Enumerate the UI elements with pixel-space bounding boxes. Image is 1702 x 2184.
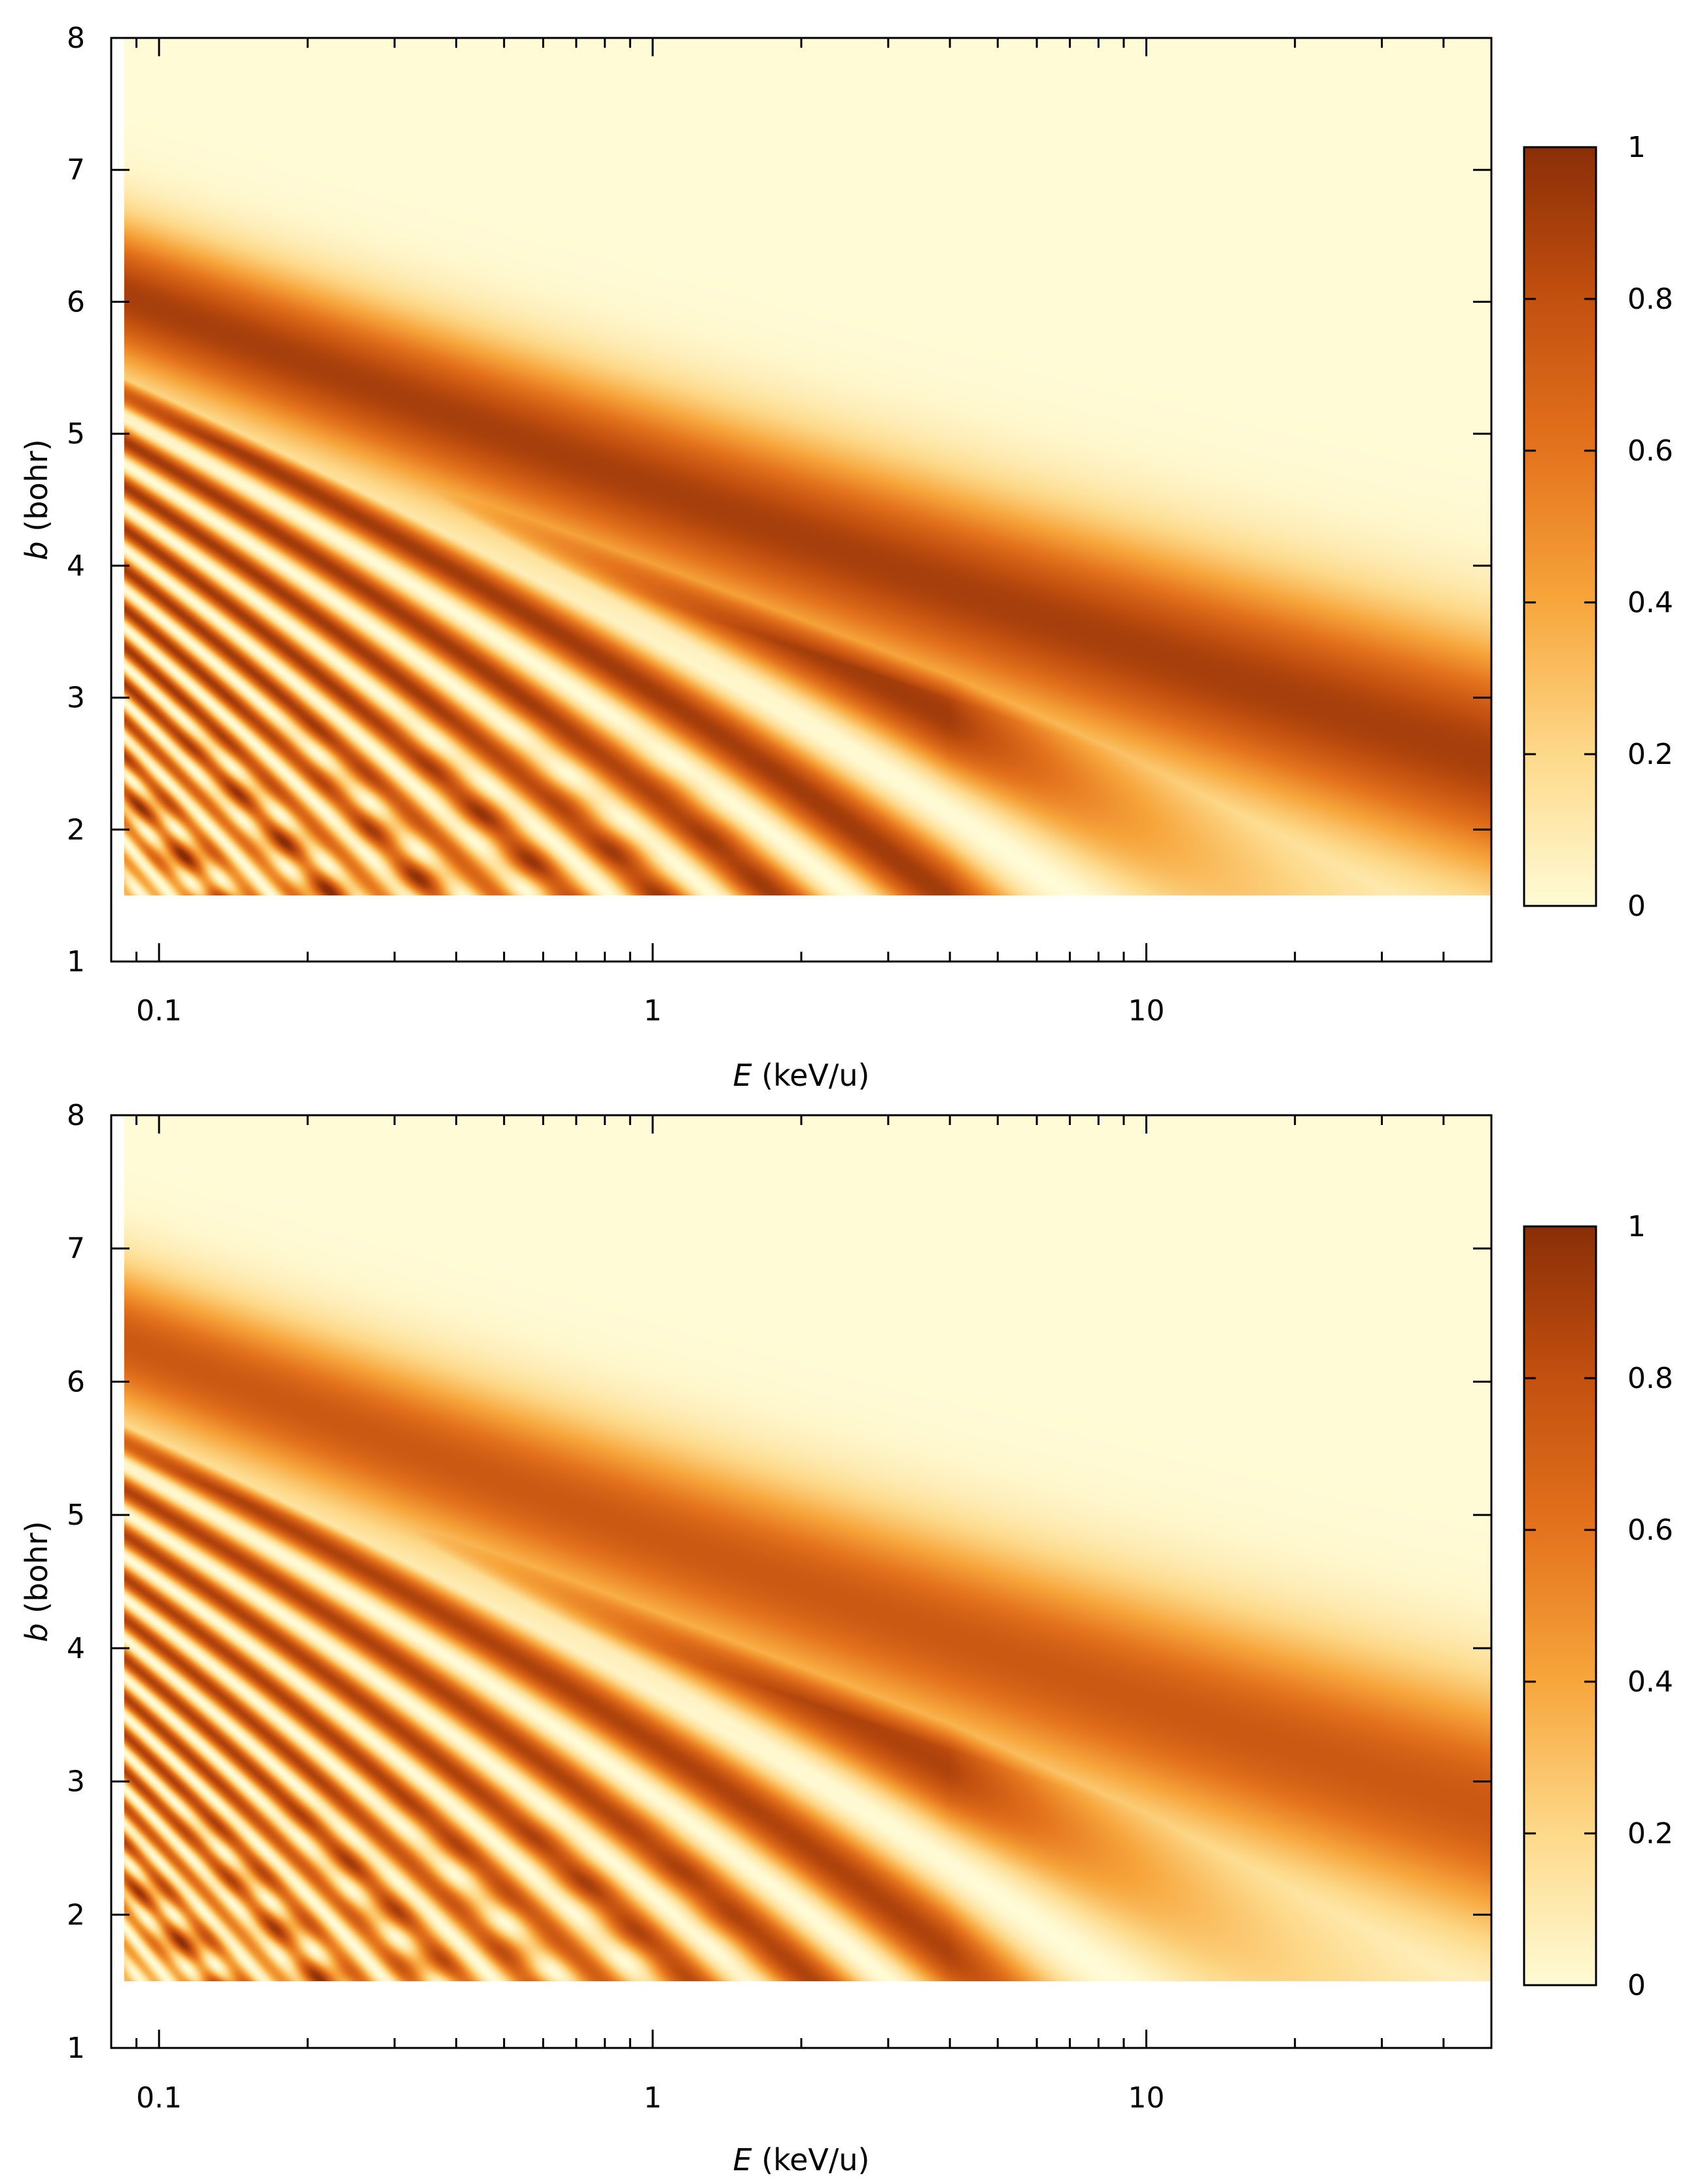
x-tick-label: 0.1 (136, 994, 182, 1028)
colorbar-tick-label: 0 (1627, 890, 1646, 923)
y-tick-label: 5 (67, 1499, 85, 1532)
colorbar-tick-label: 0.8 (1627, 283, 1673, 316)
y-tick-label: 3 (67, 682, 85, 715)
colorbar-tick-label: 0.6 (1627, 1514, 1673, 1547)
y-tick-label: 5 (67, 417, 85, 451)
y-tick-label: 4 (67, 1632, 85, 1665)
x-axis-symbol: E (733, 1058, 752, 1093)
y-tick-label: 7 (67, 154, 85, 187)
colorbar-frame (1523, 1225, 1597, 1986)
colorbar-tick-label: 0.6 (1627, 434, 1673, 468)
colorbar-tick-label: 0 (1627, 1969, 1646, 2002)
y-axis-symbol: b (19, 1623, 54, 1642)
colorbar-tick-label: 0.8 (1627, 1362, 1673, 1395)
x-tick-label: 1 (644, 2081, 662, 2115)
y-tick-label: 2 (67, 813, 85, 846)
x-tick-label: 10 (1128, 994, 1165, 1028)
x-tick-label: 1 (644, 994, 662, 1028)
x-axis-title: E (keV/u) (733, 1058, 869, 1093)
x-tick-label: 10 (1128, 2081, 1165, 2115)
y-tick-label: 7 (67, 1232, 85, 1266)
heatmap-image (124, 38, 1491, 895)
colorbar-tick-label: 0.2 (1627, 738, 1673, 771)
y-axis-title: b (bohr) (19, 439, 54, 560)
colorbar-tick-label: 1 (1627, 1210, 1646, 1243)
colorbar-gradient (1524, 1226, 1596, 1985)
y-tick-label: 1 (67, 945, 85, 979)
y-axis-symbol: b (19, 541, 54, 560)
colorbar-tick-label: 1 (1627, 131, 1646, 164)
x-axis-unit: (keV/u) (752, 2142, 870, 2177)
y-axis-unit: (bohr) (19, 1521, 54, 1623)
colorbar-tick-label: 0.4 (1627, 586, 1673, 619)
y-axis-title: b (bohr) (19, 1521, 54, 1642)
y-tick-label: 1 (67, 2032, 85, 2065)
panel-1: 1 2 3 4 5 6 7 8 0.1 1 10 E (keV/u) b (bohr) 0 0.2 0.4 0.… (19, 22, 1673, 1093)
y-tick-label: 8 (67, 1099, 85, 1132)
x-axis-title: E (keV/u) (733, 2142, 869, 2177)
x-axis-unit: (keV/u) (752, 1058, 870, 1093)
colorbar-tick-label: 0.2 (1627, 1817, 1673, 1850)
heatmap-image (124, 1115, 1491, 1981)
y-tick-label: 6 (67, 285, 85, 319)
colorbar-tick-label: 0.4 (1627, 1665, 1673, 1699)
x-tick-label: 0.1 (136, 2081, 182, 2115)
y-tick-label: 6 (67, 1365, 85, 1398)
y-tick-label: 8 (67, 22, 85, 55)
colorbar: 0 0.2 0.4 0.6 0.8 1 (1523, 131, 1673, 923)
x-axis-symbol: E (733, 2142, 752, 2177)
colorbar-frame (1523, 146, 1597, 907)
y-axis-unit: (bohr) (19, 439, 54, 541)
panel-2: 1 2 3 4 5 6 7 8 0.1 1 10 E (keV/u) b (bohr) 0 0.2 0.4 0.… (19, 1099, 1673, 2177)
colorbar-gradient (1524, 147, 1596, 906)
y-tick-label: 2 (67, 1898, 85, 1932)
colorbar: 0 0.2 0.4 0.6 0.8 1 (1523, 1210, 1673, 2002)
y-tick-label: 4 (67, 549, 85, 583)
y-tick-label: 3 (67, 1765, 85, 1799)
